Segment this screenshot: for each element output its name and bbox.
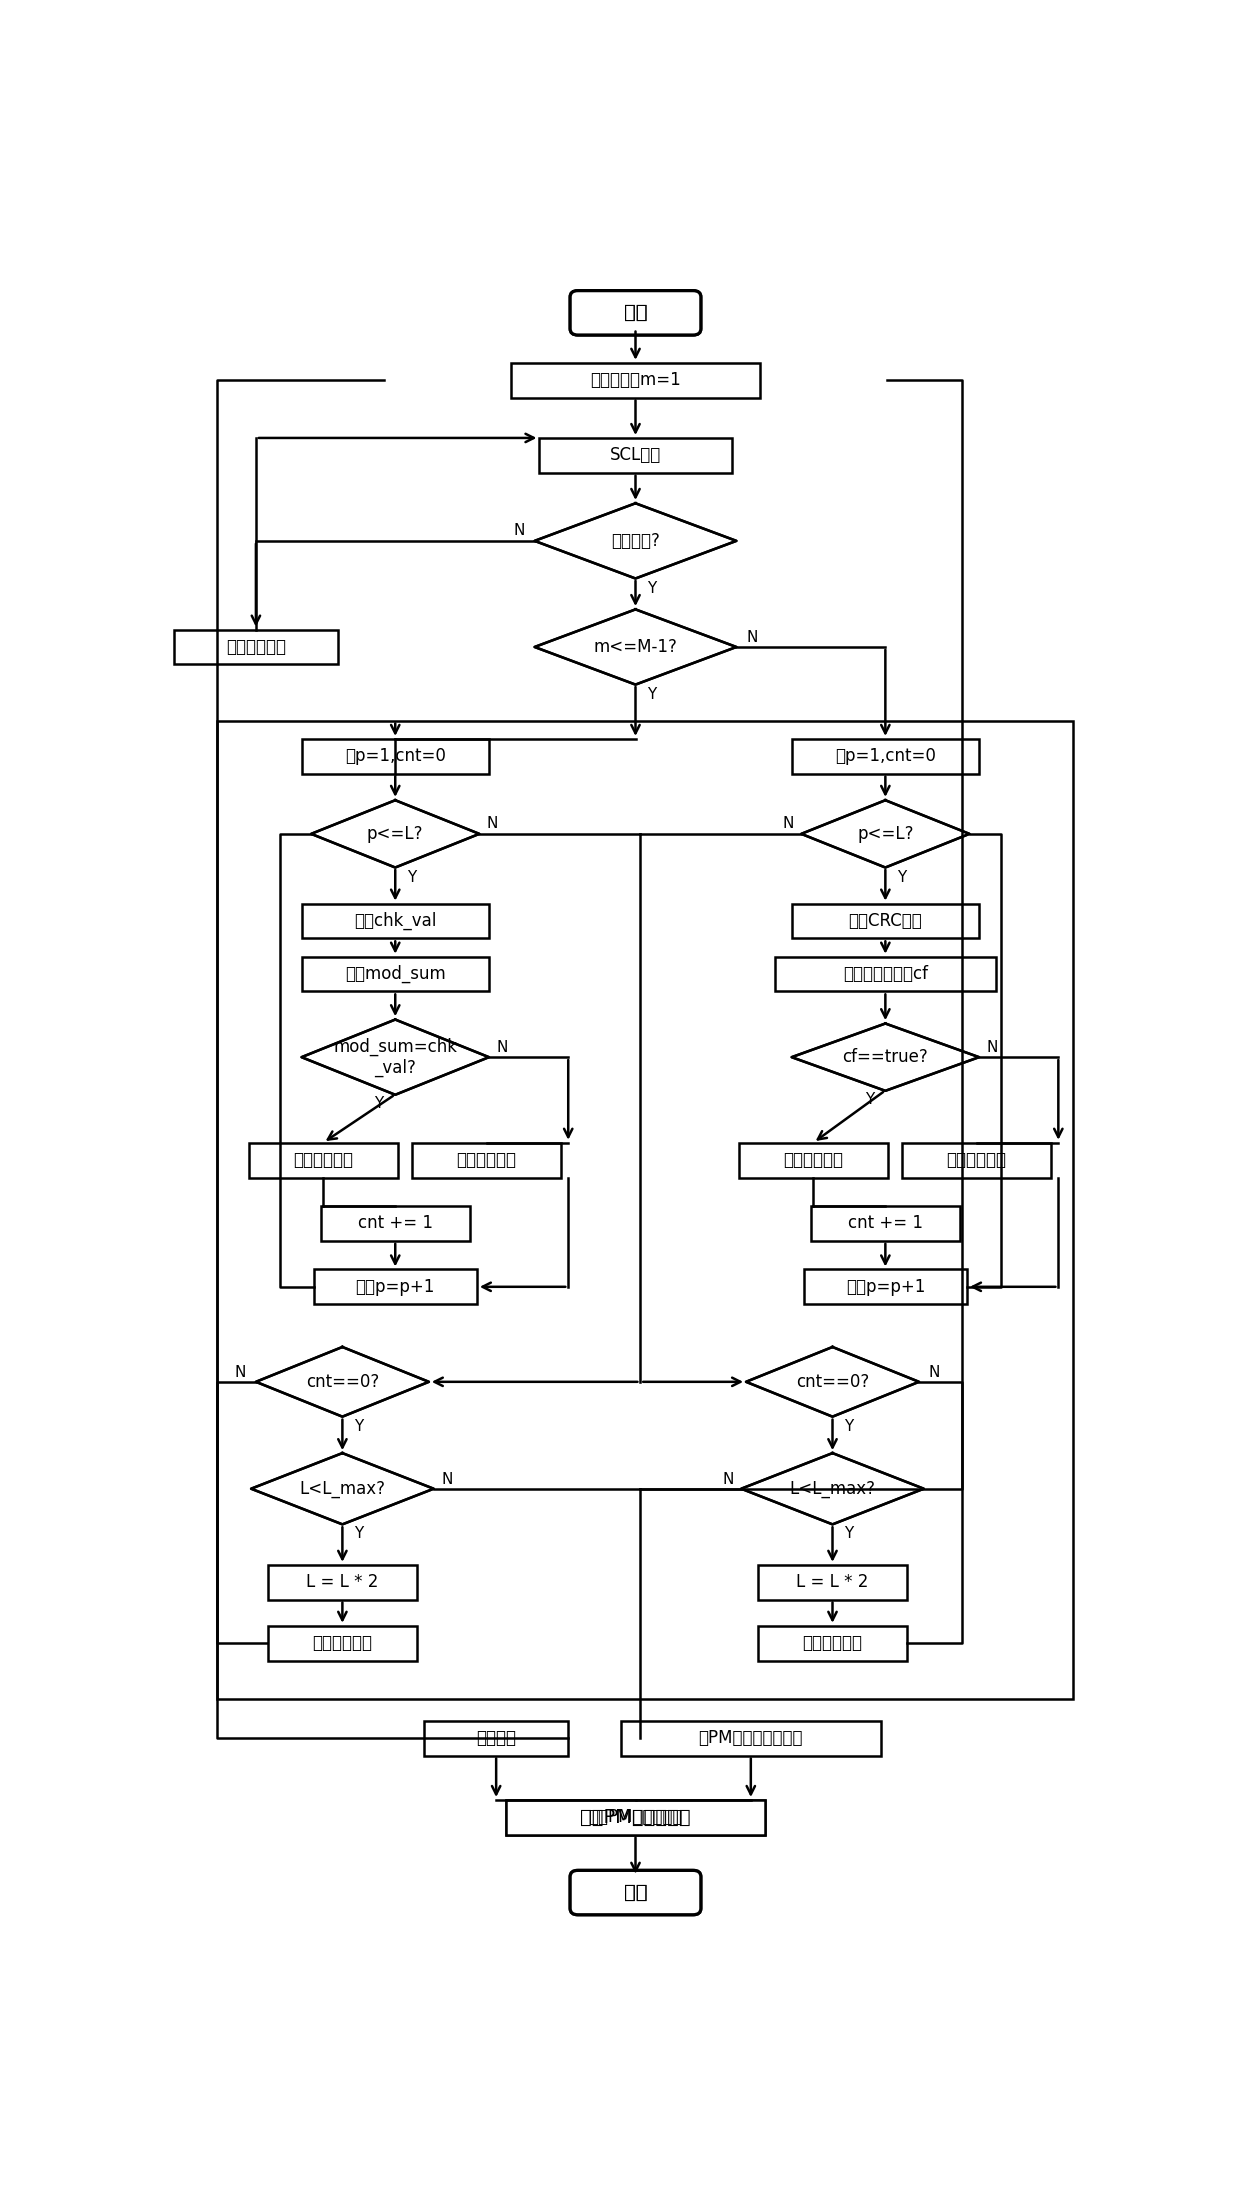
Text: 按PM对通过路径排序: 按PM对通过路径排序 [698, 1729, 804, 1747]
Text: 保留本条路径: 保留本条路径 [293, 1152, 353, 1170]
Text: Y: Y [844, 1526, 853, 1541]
Text: Y: Y [353, 1419, 363, 1435]
Text: 更新p=p+1: 更新p=p+1 [846, 1278, 925, 1296]
Text: N: N [496, 1039, 507, 1055]
Bar [301, 904, 489, 937]
Text: N: N [986, 1039, 998, 1055]
Bar [511, 363, 760, 398]
Text: 校验结果布尔值cf: 校验结果布尔值cf [843, 964, 928, 984]
Bar [424, 1720, 568, 1756]
FancyBboxPatch shape [570, 1871, 701, 1915]
Text: 保留通过路径: 保留通过路径 [226, 639, 286, 657]
Text: 保留PM最大的路径: 保留PM最大的路径 [580, 1809, 691, 1826]
Text: 子段末尾?: 子段末尾? [611, 533, 660, 551]
Bar [321, 1205, 470, 1240]
Text: cnt==0?: cnt==0? [306, 1373, 379, 1391]
Text: Y: Y [844, 1419, 853, 1435]
Text: N: N [929, 1364, 940, 1380]
Bar [903, 1143, 1052, 1178]
Text: 更新p=p+1: 更新p=p+1 [356, 1278, 435, 1296]
Bar [506, 1800, 765, 1835]
Polygon shape [791, 1024, 980, 1090]
Text: 结束: 结束 [624, 1884, 647, 1901]
Bar [739, 1143, 888, 1178]
Text: m<=M-1?: m<=M-1? [594, 639, 677, 657]
Text: 删除本条路径: 删除本条路径 [456, 1152, 517, 1170]
Text: N: N [441, 1473, 453, 1486]
Bar [775, 957, 996, 991]
Bar [301, 957, 489, 991]
Bar [758, 1565, 906, 1599]
Text: Y: Y [647, 581, 656, 597]
Text: 令p=1,cnt=0: 令p=1,cnt=0 [835, 747, 936, 765]
Bar [217, 721, 1073, 1698]
FancyBboxPatch shape [570, 290, 701, 336]
Bar [249, 1143, 398, 1178]
Text: cnt += 1: cnt += 1 [848, 1214, 923, 1232]
Polygon shape [742, 1453, 924, 1523]
Text: 保留PM最大的路径: 保留PM最大的路径 [588, 1809, 683, 1826]
Polygon shape [746, 1346, 919, 1417]
Text: 删除本条路径: 删除本条路径 [946, 1152, 1007, 1170]
Polygon shape [255, 1346, 429, 1417]
Text: p<=L?: p<=L? [367, 825, 424, 842]
Bar [791, 738, 980, 774]
Text: 计算mod_sum: 计算mod_sum [345, 964, 445, 984]
Text: Y: Y [374, 1097, 383, 1110]
Text: cnt += 1: cnt += 1 [358, 1214, 433, 1232]
Text: Y: Y [407, 869, 417, 884]
FancyBboxPatch shape [570, 1871, 701, 1915]
Bar [506, 1800, 765, 1835]
Text: N: N [486, 816, 498, 831]
Text: L = L * 2: L = L * 2 [306, 1574, 378, 1592]
Text: 重置为开始位: 重置为开始位 [802, 1634, 863, 1652]
Bar [268, 1565, 417, 1599]
Polygon shape [801, 800, 970, 867]
Text: 初始化，令m=1: 初始化，令m=1 [590, 371, 681, 389]
Bar [174, 630, 337, 666]
Bar [314, 1269, 477, 1304]
Bar [758, 1625, 906, 1660]
Text: p<=L?: p<=L? [857, 825, 914, 842]
Text: 重置为开始位: 重置为开始位 [312, 1634, 372, 1652]
Text: 结束: 结束 [624, 1884, 647, 1901]
Bar [539, 438, 732, 473]
Polygon shape [311, 800, 480, 867]
Text: L<L_max?: L<L_max? [790, 1479, 875, 1497]
FancyBboxPatch shape [570, 290, 701, 336]
Text: Y: Y [864, 1092, 874, 1108]
Text: cnt==0?: cnt==0? [796, 1373, 869, 1391]
Text: cf==true?: cf==true? [842, 1048, 929, 1066]
Bar [791, 904, 980, 937]
Text: Y: Y [897, 869, 906, 884]
Text: L = L * 2: L = L * 2 [796, 1574, 869, 1592]
Bar [621, 1720, 880, 1756]
Text: 进行CRC校验: 进行CRC校验 [848, 911, 923, 931]
Text: 计算chk_val: 计算chk_val [355, 911, 436, 931]
Polygon shape [250, 1453, 434, 1523]
Text: 开始: 开始 [624, 303, 647, 323]
Text: N: N [722, 1473, 734, 1486]
Text: Y: Y [647, 688, 656, 703]
Polygon shape [534, 610, 737, 685]
Text: SCL译码: SCL译码 [610, 447, 661, 464]
Text: mod_sum=chk
_val?: mod_sum=chk _val? [334, 1037, 458, 1077]
Bar [268, 1625, 417, 1660]
Text: 保留本条路径: 保留本条路径 [784, 1152, 843, 1170]
Text: Y: Y [353, 1526, 363, 1541]
Text: L<L_max?: L<L_max? [299, 1479, 386, 1497]
Bar [811, 1205, 960, 1240]
Text: 开始: 开始 [624, 303, 647, 323]
Polygon shape [534, 504, 737, 579]
Bar [804, 1269, 967, 1304]
Text: 译码失败: 译码失败 [476, 1729, 516, 1747]
Text: N: N [234, 1364, 247, 1380]
Polygon shape [301, 1019, 489, 1094]
Text: N: N [746, 630, 758, 646]
Bar [301, 738, 489, 774]
Text: N: N [782, 816, 794, 831]
Bar [412, 1143, 560, 1178]
Text: 令p=1,cnt=0: 令p=1,cnt=0 [345, 747, 445, 765]
Text: N: N [513, 524, 525, 537]
